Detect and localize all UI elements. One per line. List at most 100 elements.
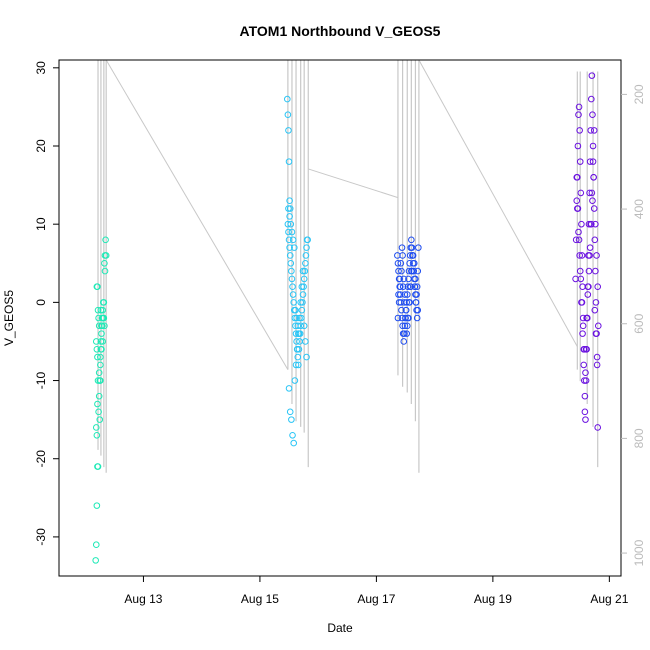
data-point	[102, 236, 109, 244]
data-point	[582, 369, 589, 377]
data-point	[304, 236, 311, 244]
data-point	[401, 299, 408, 306]
y-tick-label: 20	[34, 139, 48, 153]
right-tick-label: 400	[632, 199, 646, 219]
data-point	[285, 158, 293, 165]
data-point	[288, 267, 295, 275]
y-tick-label: -30	[34, 528, 48, 546]
data-point	[582, 416, 589, 423]
data-point	[289, 236, 297, 244]
data-point	[586, 158, 594, 165]
data-point	[412, 299, 420, 306]
data-point	[588, 189, 596, 197]
data-point	[400, 338, 408, 345]
data-point	[99, 306, 106, 314]
data-point	[587, 220, 595, 228]
data-point	[399, 322, 406, 330]
data-point	[589, 111, 596, 119]
data-point	[402, 306, 410, 314]
data-point	[401, 322, 409, 330]
data-point	[581, 392, 589, 400]
data-point	[398, 306, 405, 314]
data-point	[97, 353, 104, 361]
data-point	[288, 416, 295, 423]
data-point	[576, 158, 584, 165]
data-point	[99, 314, 106, 322]
data-point	[593, 353, 601, 361]
data-point	[577, 189, 585, 197]
data-point	[295, 330, 303, 337]
data-point	[287, 220, 295, 228]
data-point	[594, 424, 602, 431]
data-point	[578, 220, 585, 228]
data-point	[93, 283, 101, 291]
data-point	[577, 275, 585, 283]
data-point	[99, 338, 106, 345]
x-tick-label: Aug 19	[474, 592, 512, 606]
right-tick-label: 800	[632, 428, 646, 448]
data-point	[590, 205, 598, 212]
data-point	[413, 314, 421, 322]
y-tick-label: -10	[34, 372, 48, 390]
data-point	[589, 142, 597, 150]
data-point	[92, 541, 100, 549]
data-point	[95, 322, 103, 330]
series-2	[394, 236, 422, 345]
data-point	[394, 259, 402, 267]
y-tick-label: 10	[34, 217, 48, 231]
data-point	[579, 322, 587, 330]
data-point	[289, 291, 297, 298]
data-point	[403, 330, 410, 337]
data-point	[92, 557, 99, 564]
data-point	[575, 103, 583, 111]
y-tick-label: 0	[34, 299, 48, 306]
data-point	[592, 220, 599, 228]
data-point	[578, 252, 586, 259]
data-point	[288, 275, 296, 283]
y-axis-label: V_GEOS5	[2, 290, 16, 346]
y-axis: 30 20 10 0 -10 -20 -30	[34, 61, 59, 546]
data-point	[394, 314, 402, 322]
data-point	[299, 267, 307, 275]
data-point	[297, 299, 304, 306]
data-point	[299, 299, 306, 306]
data-point	[303, 244, 310, 251]
data-point	[397, 259, 405, 267]
data-point	[404, 283, 412, 291]
chart-title: ATOM1 Northbound V_GEOS5	[240, 23, 441, 39]
data-point	[413, 291, 420, 298]
data-point	[581, 345, 588, 353]
data-point	[400, 275, 408, 283]
data-point	[286, 213, 293, 220]
data-point	[408, 244, 416, 251]
data-point	[93, 345, 101, 353]
data-point	[591, 306, 599, 314]
data-point	[300, 322, 308, 330]
data-point	[590, 173, 597, 181]
data-point	[289, 283, 296, 291]
data-point	[408, 267, 415, 275]
series-3	[572, 72, 602, 431]
data-point	[404, 314, 412, 322]
plot-frame	[58, 59, 622, 577]
data-point	[574, 142, 582, 150]
data-point	[408, 236, 415, 244]
data-point	[396, 283, 404, 291]
data-point	[284, 111, 292, 119]
data-point	[290, 299, 298, 306]
data-point	[95, 408, 102, 416]
data-point	[301, 267, 309, 275]
data-point	[573, 173, 581, 181]
data-point	[583, 314, 590, 322]
data-point	[409, 252, 416, 259]
data-point	[589, 158, 597, 165]
data-point	[580, 361, 588, 369]
data-point	[405, 267, 413, 275]
data-point	[575, 228, 582, 236]
data-point	[97, 361, 104, 369]
data-point	[294, 353, 302, 361]
data-point	[302, 338, 309, 345]
data-point	[592, 267, 599, 275]
data-point	[286, 408, 294, 416]
